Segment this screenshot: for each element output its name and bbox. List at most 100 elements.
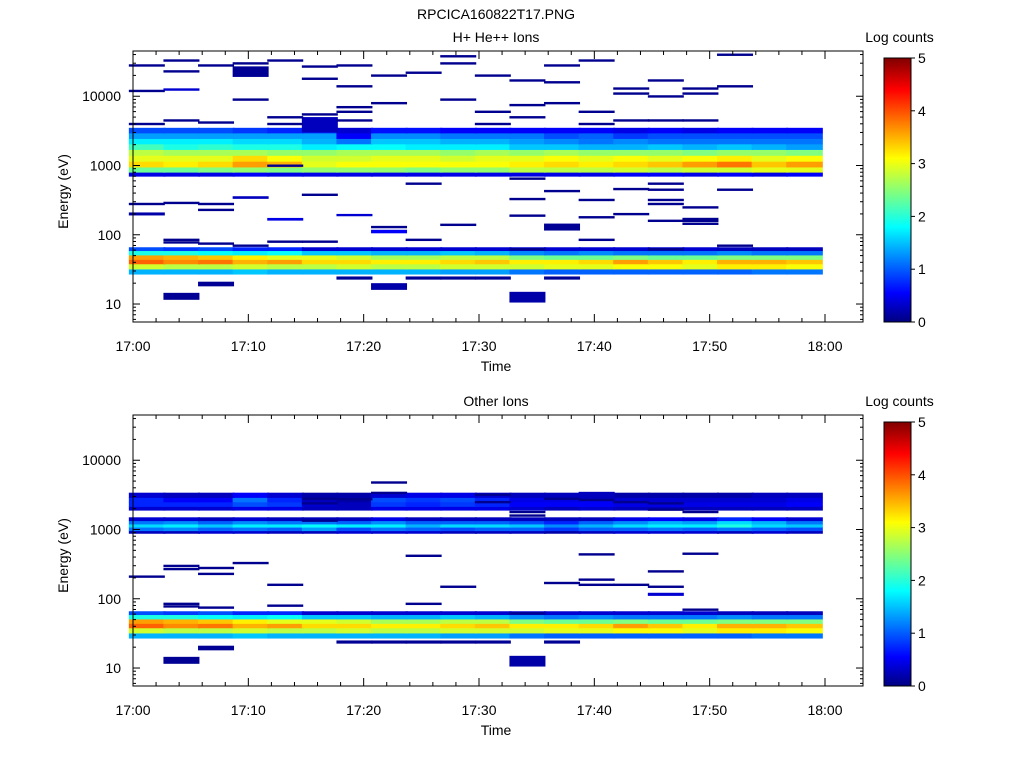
heat-cell <box>509 127 547 134</box>
heat-cell <box>232 263 270 270</box>
heat-cell <box>128 263 166 270</box>
heat-cell <box>440 619 477 624</box>
heat-cell <box>751 155 789 162</box>
heat-cell <box>267 623 304 629</box>
heat-cell <box>301 255 339 260</box>
heat-cell <box>647 161 685 168</box>
heat-cell <box>440 161 477 168</box>
heat-line <box>232 244 269 247</box>
heat-line <box>336 85 373 88</box>
heat-cell <box>336 633 374 639</box>
heat-cell <box>647 155 685 162</box>
heat-cell <box>301 520 339 525</box>
heat-line <box>232 62 269 65</box>
heat-line <box>613 119 650 122</box>
heat-line <box>544 101 581 105</box>
colorbar-tick-label: 0 <box>918 678 926 694</box>
heat-cell <box>613 501 650 507</box>
heat-line <box>440 223 477 227</box>
heat-cell <box>578 167 616 173</box>
heat-cell <box>405 259 443 265</box>
heat-cell <box>198 155 235 162</box>
heat-line <box>198 566 235 570</box>
heat-cell <box>717 633 754 639</box>
heat-line <box>336 110 373 114</box>
heat-cell <box>786 619 823 624</box>
heat-cell <box>786 633 823 639</box>
heat-cell <box>509 167 547 173</box>
heat-line <box>163 605 200 608</box>
heat-cell <box>509 655 546 667</box>
heat-cell <box>786 269 823 275</box>
heat-cell <box>509 291 546 303</box>
heat-cell <box>301 138 339 145</box>
heat-cell <box>786 520 823 525</box>
heat-cell <box>232 506 270 511</box>
x-axis-label: Time <box>481 722 512 738</box>
heat-cell <box>474 524 512 528</box>
heat-cell <box>232 614 270 620</box>
heat-cell <box>717 167 754 173</box>
heat-line <box>682 219 719 223</box>
heat-line <box>301 113 338 116</box>
heat-cell <box>232 196 269 199</box>
heat-cell <box>336 259 374 265</box>
heat-cell <box>267 143 304 150</box>
heat-cell <box>544 614 581 620</box>
heat-line <box>474 110 511 114</box>
heat-cell <box>405 497 443 503</box>
heat-cell <box>682 614 720 620</box>
heat-cell <box>751 167 789 173</box>
heat-cell <box>578 633 616 639</box>
heat-cell <box>198 138 235 145</box>
heat-cell <box>198 530 235 534</box>
heat-cell <box>509 497 547 503</box>
heat-cell <box>163 614 201 620</box>
colorbar-tick-label: 1 <box>918 261 926 277</box>
heat-cell <box>751 143 789 150</box>
heat-cell <box>613 611 650 616</box>
heat-cell <box>544 255 581 260</box>
heat-cell <box>405 247 443 252</box>
heat-cell <box>578 269 616 275</box>
heat-cell <box>440 132 477 139</box>
heat-cell <box>163 172 201 177</box>
heat-cell <box>440 611 477 616</box>
heat-cell <box>440 517 477 522</box>
heat-cell <box>198 132 235 139</box>
heat-cell <box>440 640 477 644</box>
heat-cell <box>163 143 201 150</box>
heat-cell <box>128 127 166 134</box>
heat-cell <box>198 614 235 620</box>
heat-cell <box>509 132 547 139</box>
heat-cell <box>440 530 477 534</box>
heat-cell <box>509 250 547 256</box>
colorbar-tick-label: 3 <box>918 520 926 536</box>
heat-line <box>647 79 684 82</box>
heat-cell <box>578 619 616 624</box>
heat-cell <box>128 172 166 177</box>
heat-cell <box>301 506 339 511</box>
heat-cell <box>578 132 616 139</box>
heat-cell <box>544 492 581 498</box>
y-tick-label: 10000 <box>82 88 121 104</box>
heat-cell <box>786 627 823 634</box>
heat-cell <box>509 138 547 145</box>
heat-cell <box>440 143 477 150</box>
heat-cell <box>682 524 720 528</box>
heat-cell <box>613 497 650 503</box>
heat-cell <box>301 614 339 620</box>
heat-cell <box>128 138 166 145</box>
heat-cell <box>717 143 754 150</box>
heat-cell <box>163 132 201 139</box>
heat-cell <box>232 611 270 616</box>
heat-cell <box>405 255 443 260</box>
heat-line <box>509 197 546 201</box>
heat-cell <box>751 138 789 145</box>
heat-cell <box>440 524 477 528</box>
heat-line <box>198 121 235 124</box>
heat-cell <box>128 259 166 265</box>
heat-cell <box>371 623 408 629</box>
heat-line <box>717 85 754 88</box>
